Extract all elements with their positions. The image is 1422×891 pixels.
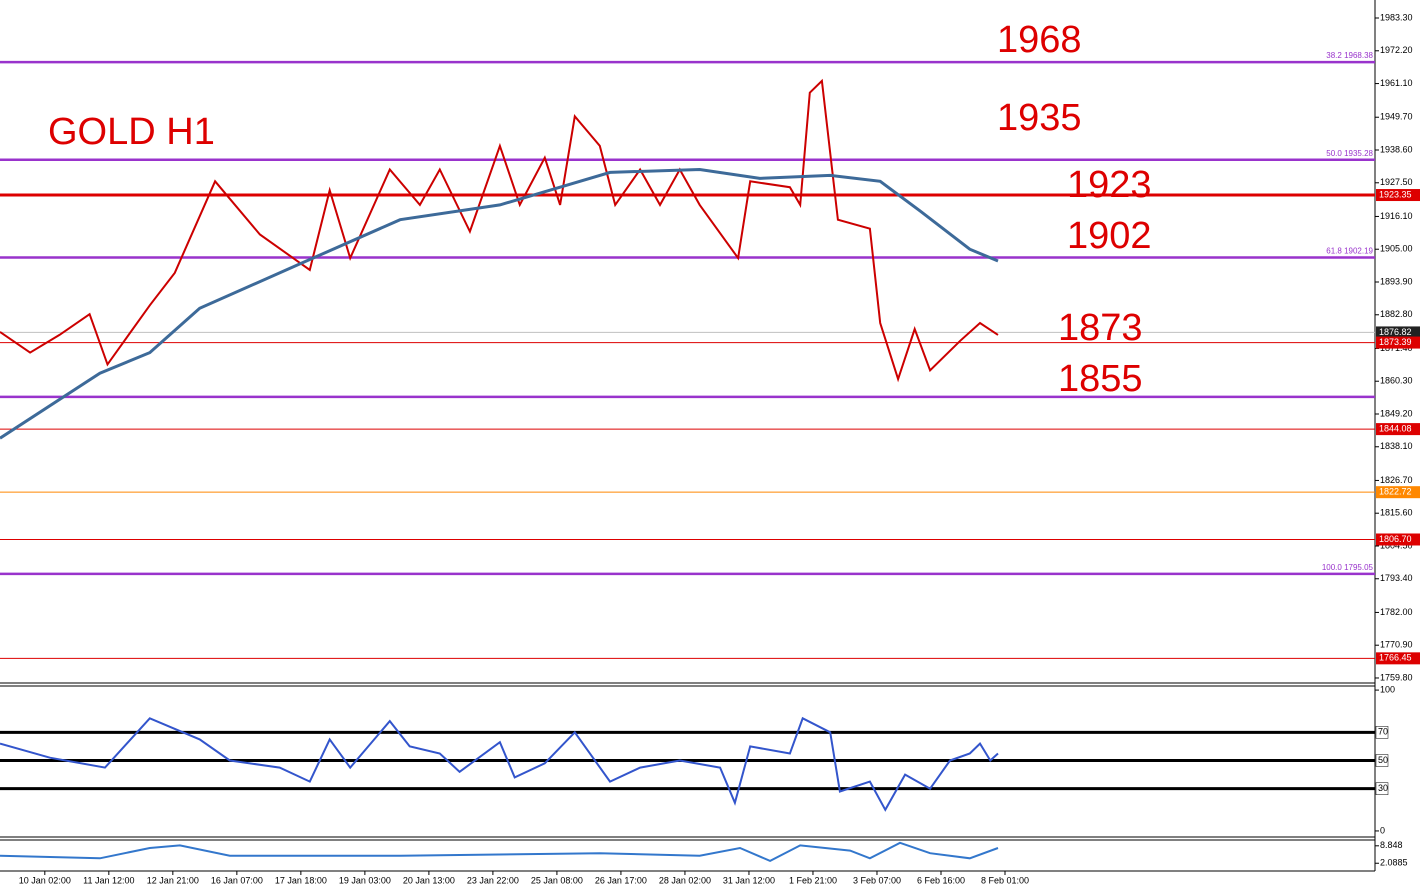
x-tick-label: 28 Jan 02:00 (659, 875, 711, 885)
level-tag (1375, 726, 1389, 739)
fib-label: 38.2 1968.38 (1326, 51, 1373, 60)
price-tag-label: 1766.45 (1379, 653, 1412, 663)
y-tick-label: 1961.10 (1380, 78, 1413, 88)
y-tick-label: 2.0885 (1380, 858, 1408, 868)
y-tick-label: 100 (1380, 684, 1395, 694)
y-tick-label: 1938.60 (1380, 144, 1413, 154)
x-tick-label: 17 Jan 18:00 (275, 875, 327, 885)
x-tick-label: 3 Feb 07:00 (853, 875, 901, 885)
annotation: 1923 (1067, 164, 1152, 206)
price-tag-label: 1806.70 (1379, 534, 1412, 544)
annotation: 1902 (1067, 215, 1152, 257)
level-label: 70 (1378, 727, 1388, 737)
fib-label: 61.8 1902.19 (1326, 247, 1373, 256)
price-tag-label: 1923.35 (1379, 189, 1412, 199)
level-label: 50 (1378, 755, 1388, 765)
y-tick-label: 1838.10 (1380, 441, 1413, 451)
x-tick-label: 31 Jan 12:00 (723, 875, 775, 885)
y-tick-label: 1826.70 (1380, 475, 1413, 485)
y-tick-label: 1972.20 (1380, 45, 1413, 55)
y-tick-label: 8.848 (1380, 840, 1403, 850)
y-tick-label: 1815.60 (1380, 508, 1413, 518)
y-tick-label: 1759.80 (1380, 672, 1413, 682)
level-tag (1375, 782, 1389, 795)
x-tick-label: 6 Feb 16:00 (917, 875, 965, 885)
x-tick-label: 20 Jan 13:00 (403, 875, 455, 885)
fib-label: 100.0 1795.05 (1322, 563, 1374, 572)
annotation: 1873 (1058, 307, 1143, 349)
y-tick-label: 1916.10 (1380, 211, 1413, 221)
series-line (0, 78, 999, 383)
series-line (0, 716, 999, 812)
y-tick-label: 1849.20 (1380, 408, 1413, 418)
y-tick-label: 1770.90 (1380, 640, 1413, 650)
series-line (0, 167, 999, 440)
y-tick-label: 1893.90 (1380, 276, 1413, 286)
y-tick-label: 1782.00 (1380, 607, 1413, 617)
x-tick-label: 19 Jan 03:00 (339, 875, 391, 885)
y-tick-label: 1882.80 (1380, 309, 1413, 319)
price-tag (1376, 326, 1420, 339)
level-label: 30 (1378, 783, 1388, 793)
y-tick-label: 1949.70 (1380, 112, 1413, 122)
annotation: 1855 (1058, 358, 1143, 400)
x-tick-label: 16 Jan 07:00 (211, 875, 263, 885)
price-tag (1376, 423, 1420, 436)
x-tick-label: 11 Jan 12:00 (83, 875, 134, 885)
y-tick-label: 1860.30 (1380, 376, 1413, 386)
price-tag (1376, 189, 1420, 202)
price-tag-label: 1876.82 (1379, 327, 1412, 337)
annotation: 1935 (997, 97, 1082, 139)
price-tag (1376, 486, 1420, 499)
x-tick-label: 12 Jan 21:00 (147, 875, 199, 885)
y-tick-label: 1983.30 (1380, 12, 1413, 22)
y-tick-label: 1793.40 (1380, 573, 1413, 583)
y-tick-label: 1905.00 (1380, 244, 1413, 254)
x-tick-label: 1 Feb 21:00 (789, 875, 837, 885)
price-tag (1376, 652, 1420, 665)
annotation: 1968 (997, 19, 1082, 61)
fib-label: 50.0 1935.28 (1326, 149, 1373, 158)
price-tag-label: 1822.72 (1379, 487, 1412, 497)
x-tick-label: 8 Feb 01:00 (981, 875, 1029, 885)
x-tick-label: 10 Jan 02:00 (19, 875, 71, 885)
x-tick-label: 23 Jan 22:00 (467, 875, 519, 885)
series-line (0, 841, 999, 863)
chart-title: GOLD H1 (48, 111, 215, 153)
y-tick-label: 0 (1380, 825, 1385, 835)
level-tag (1375, 754, 1389, 767)
x-tick-label: 26 Jan 17:00 (595, 875, 647, 885)
price-tag (1376, 336, 1420, 349)
x-tick-label: 25 Jan 08:00 (531, 875, 583, 885)
y-tick-label: 1927.50 (1380, 177, 1413, 187)
price-tag (1376, 533, 1420, 546)
price-tag-label: 1844.08 (1379, 423, 1412, 433)
price-tag-label: 1873.39 (1379, 337, 1412, 347)
